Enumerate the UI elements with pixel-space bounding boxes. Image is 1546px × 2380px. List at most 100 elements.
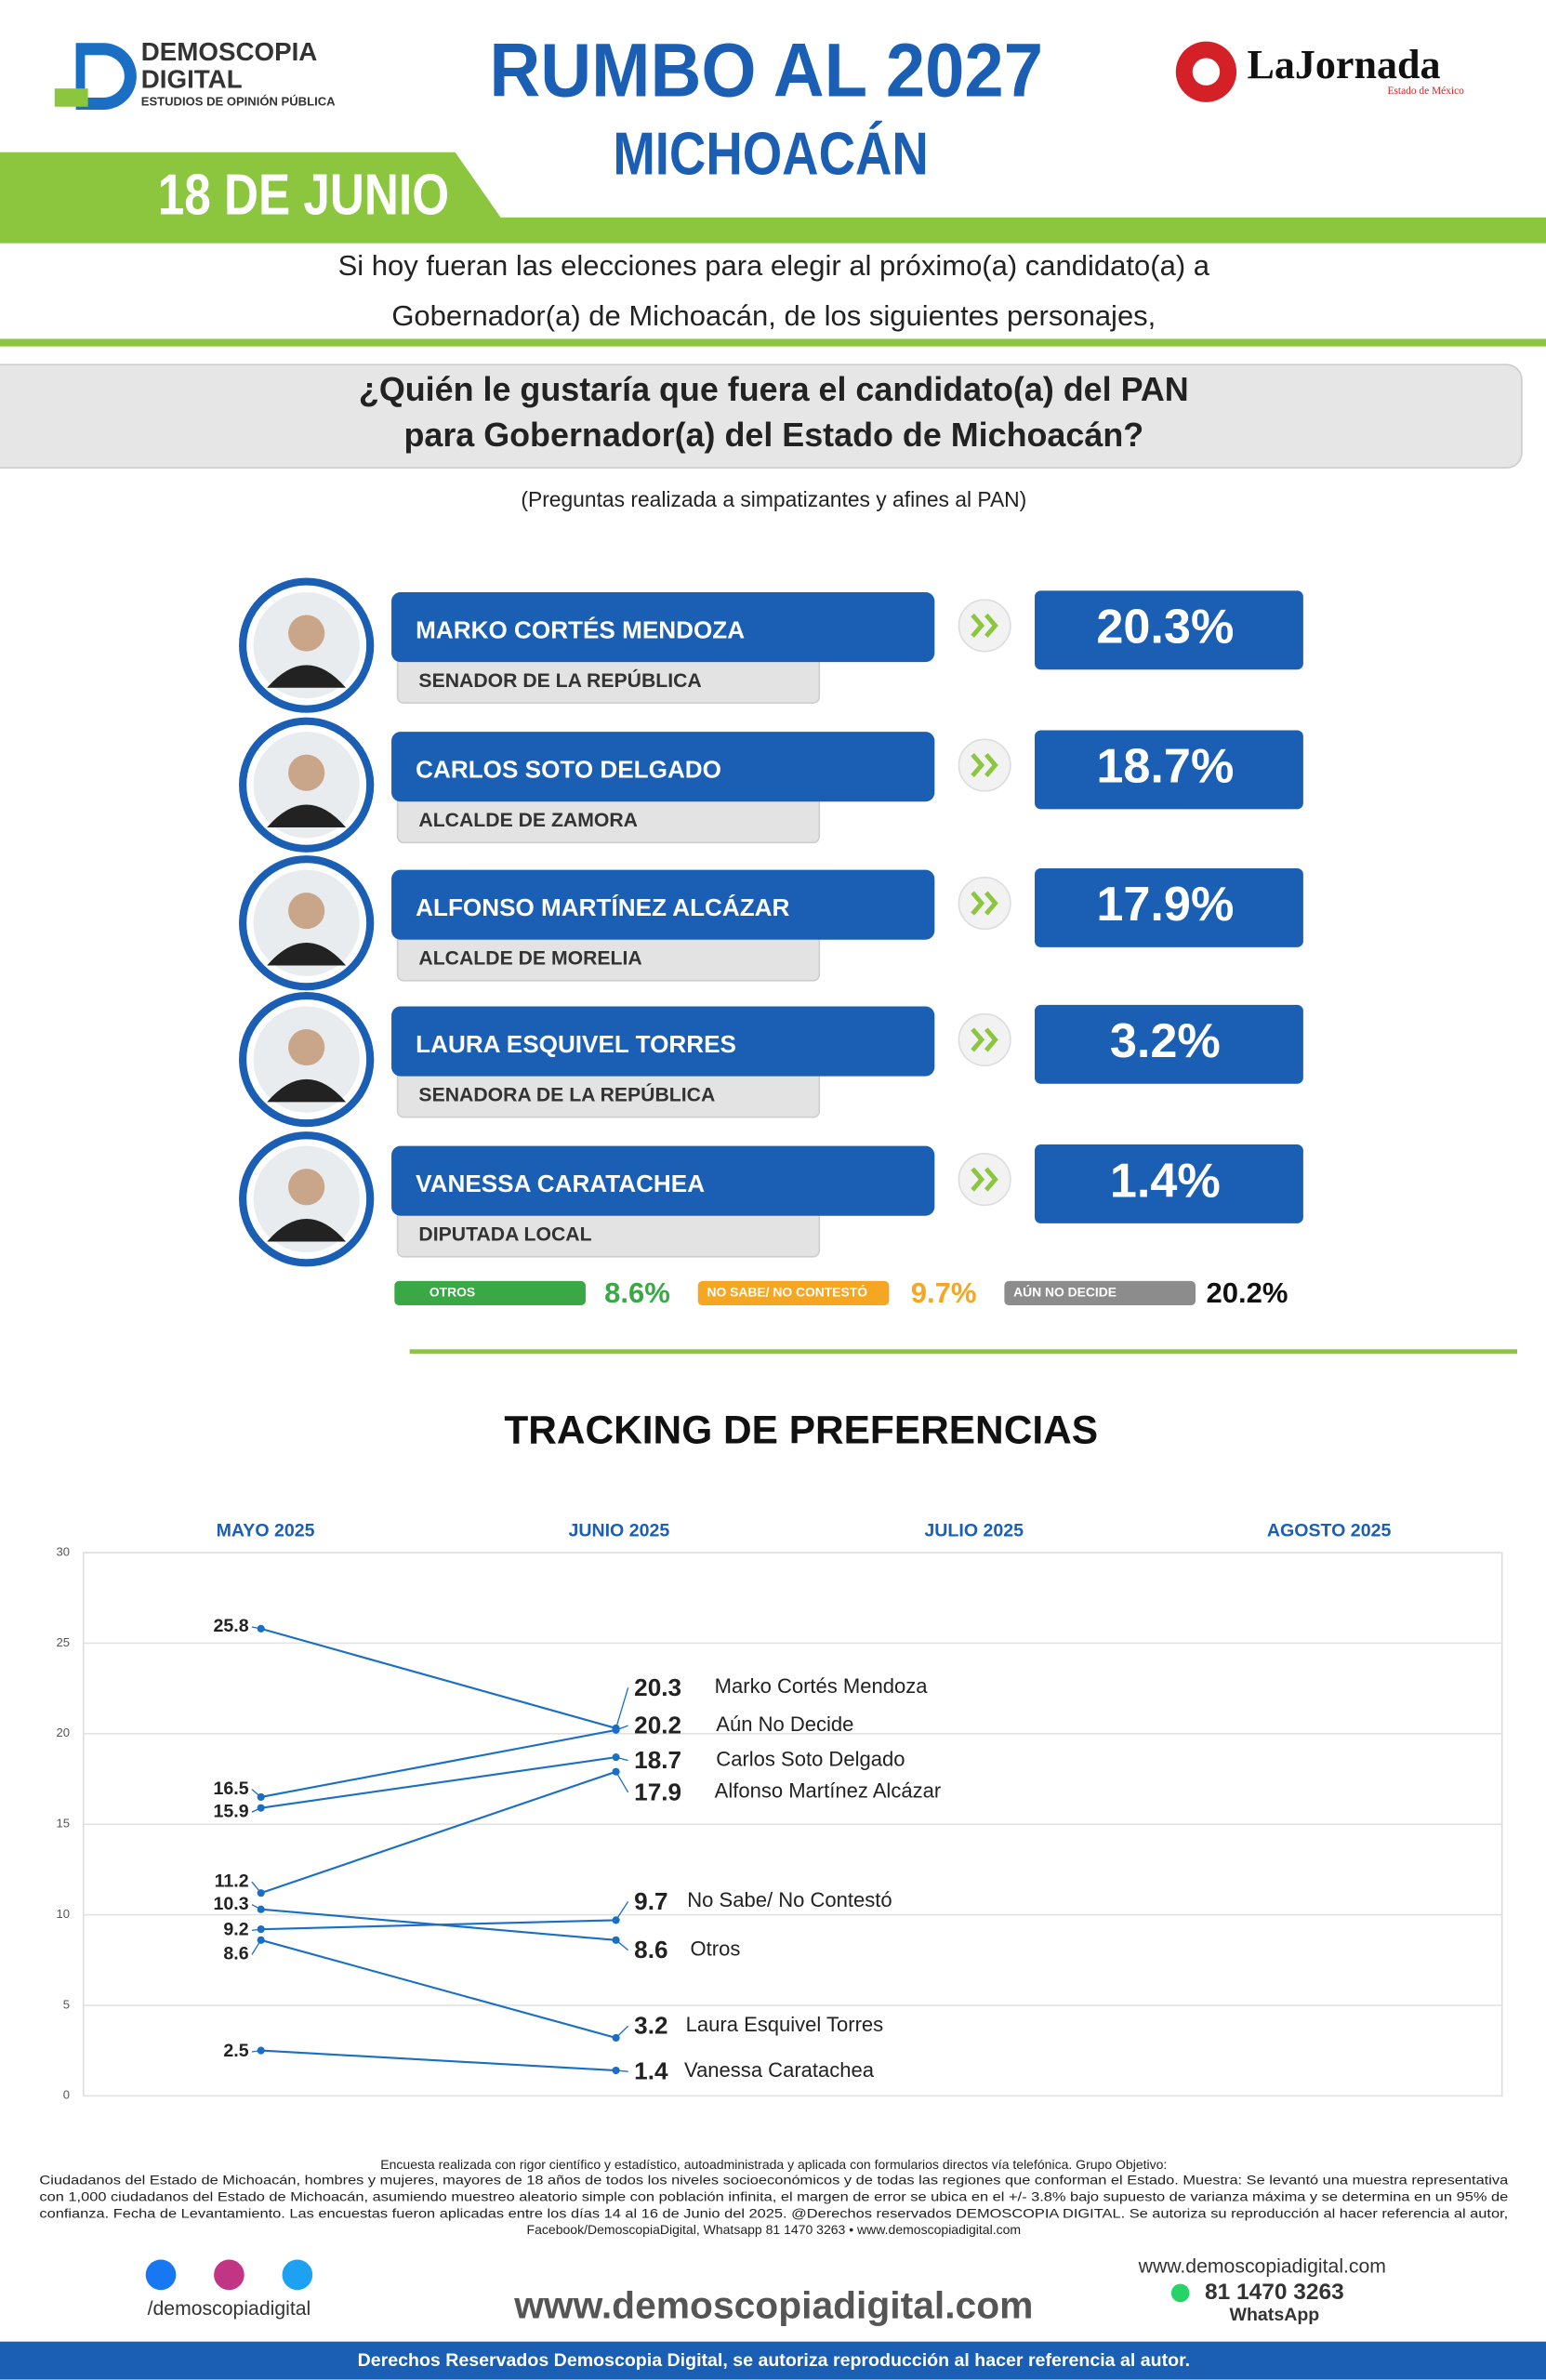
candidate-role: SENADOR DE LA REPÚBLICA: [418, 668, 701, 692]
value-box: [1035, 868, 1303, 947]
other-bar: [394, 1280, 586, 1306]
point-label: 8.6: [634, 1936, 667, 1964]
question-note: (Preguntas realizada a simpatizantes y a…: [521, 487, 1026, 511]
point-label: 8.6: [223, 1944, 248, 1964]
brand-tag: ESTUDIOS DE OPINIÓN PÚBLICA: [141, 94, 336, 108]
name-bar: [391, 732, 935, 802]
point-label: 20.2: [634, 1712, 681, 1739]
photo-head: [288, 892, 325, 930]
leader: [615, 2025, 629, 2039]
series-name: No Sabe/ No Contestó: [687, 1888, 892, 1911]
point-label: 3.2: [634, 2012, 667, 2040]
photo-body: [267, 1219, 347, 1242]
arrow-badge: [958, 1012, 1011, 1066]
x-tick-label: JUNIO 2025: [568, 1520, 669, 1540]
series-line: [260, 2049, 616, 2072]
arrow: [971, 1167, 998, 1192]
date: 18 DE JUNIO: [158, 164, 449, 228]
website: www.demoscopiadigital.com: [513, 2284, 1033, 2327]
point-label: 9.7: [634, 1887, 667, 1915]
arrow: [971, 613, 998, 638]
other-value: 20.2%: [1207, 1276, 1288, 1309]
point: [257, 2046, 265, 2055]
candidate-name: ALFONSO MARTÍNEZ ALCÁZAR: [416, 893, 789, 921]
value-label: 17.9%: [1096, 878, 1234, 932]
brand: DIGITAL: [141, 64, 243, 93]
value-box: [1035, 1144, 1303, 1223]
point-label: 16.5: [214, 1778, 249, 1799]
point-label: 20.3: [634, 1673, 681, 1701]
series-name: Otros: [691, 1937, 741, 1960]
candidate-role: SENADORA DE LA REPÚBLICA: [418, 1082, 715, 1105]
x-tick-label: JULIO 2025: [924, 1520, 1024, 1540]
series-name: Marko Cortés Mendoza: [715, 1674, 929, 1698]
value-box: [1035, 590, 1303, 670]
intro: Si hoy fueran las elecciones para elegir…: [338, 249, 1210, 282]
question-box: [0, 364, 1523, 469]
whatsapp: WhatsApp: [1229, 2305, 1319, 2325]
y-tick-label: 20: [57, 1726, 71, 1739]
candidate-role: DIPUTADA LOCAL: [418, 1224, 591, 1246]
social-icons: [145, 2259, 313, 2291]
website-small: www.demoscopiadigital.com: [1138, 2255, 1386, 2277]
rights-bar: [0, 2341, 1546, 2380]
series-name: Vanessa Caratachea: [684, 2058, 875, 2082]
point-label: 11.2: [215, 1871, 249, 1891]
series-line: [260, 1756, 616, 1809]
value-label: 20.3%: [1096, 601, 1234, 654]
date-banner: [0, 152, 1546, 244]
rights: Derechos Reservados Demoscopia Digital, …: [358, 2350, 1191, 2371]
title: RUMBO AL 2027: [489, 29, 1043, 113]
photo-body: [267, 1078, 347, 1103]
leader: [615, 1725, 628, 1731]
footnote: confianza. Fecha de Levantamiento. Las e…: [39, 2205, 1508, 2220]
chart-title: TRACKING DE PREFERENCIAS: [504, 1408, 1098, 1451]
y-tick-label: 30: [57, 1544, 71, 1558]
value-box: [1035, 1004, 1303, 1084]
other-value: 9.7%: [911, 1276, 977, 1309]
arrow-badge: [958, 599, 1011, 653]
value-box: [1035, 730, 1303, 810]
other-bar: [697, 1280, 890, 1306]
photo-head: [288, 615, 325, 652]
partner: LaJornada: [1247, 42, 1440, 87]
logo: [54, 43, 137, 111]
leader: [614, 1687, 629, 1729]
photo-head: [288, 1169, 325, 1206]
footnote: con 1,000 ciudadanos del Estado de Micho…: [39, 2188, 1508, 2203]
y-tick-label: 10: [57, 1907, 71, 1921]
footnote: Facebook/DemoscopiaDigital, Whatsapp 81 …: [527, 2222, 1022, 2237]
leader: [251, 1904, 262, 1911]
leader: [615, 2069, 628, 2072]
other-name: OTROS: [429, 1285, 475, 1300]
other-bar: [1004, 1280, 1196, 1306]
leader: [251, 1807, 261, 1813]
photo-body: [267, 665, 347, 688]
series-name: Laura Esquivel Torres: [686, 2013, 884, 2036]
series-line: [260, 1728, 616, 1799]
point-label: 2.5: [223, 2041, 248, 2061]
series-line: [260, 1908, 616, 1941]
value-label: 1.4%: [1110, 1154, 1221, 1208]
photo-body: [267, 942, 347, 966]
leader: [615, 1901, 629, 1921]
series-line: [260, 1627, 616, 1729]
candidate-role: ALCALDE DE MORELIA: [418, 948, 641, 970]
divider: [409, 1349, 1517, 1355]
arrow: [971, 1027, 998, 1052]
point-label: 17.9: [634, 1778, 681, 1805]
candidate-name: MARKO CORTÉS MENDOZA: [416, 615, 745, 643]
series-line: [260, 1770, 616, 1895]
x-tick-label: MAYO 2025: [217, 1520, 315, 1540]
arrow-badge: [958, 1153, 1011, 1207]
leader: [251, 1626, 261, 1630]
series-line: [260, 1938, 616, 2039]
point-label: 25.8: [214, 1616, 249, 1636]
leader: [251, 2049, 261, 2053]
point-label: 1.4: [634, 2057, 668, 2085]
series-name: Aún No Decide: [716, 1712, 853, 1736]
arrow: [971, 753, 998, 778]
point-label: 15.9: [214, 1801, 249, 1821]
intro: Gobernador(a) de Michoacán, de los sigui…: [391, 299, 1156, 332]
